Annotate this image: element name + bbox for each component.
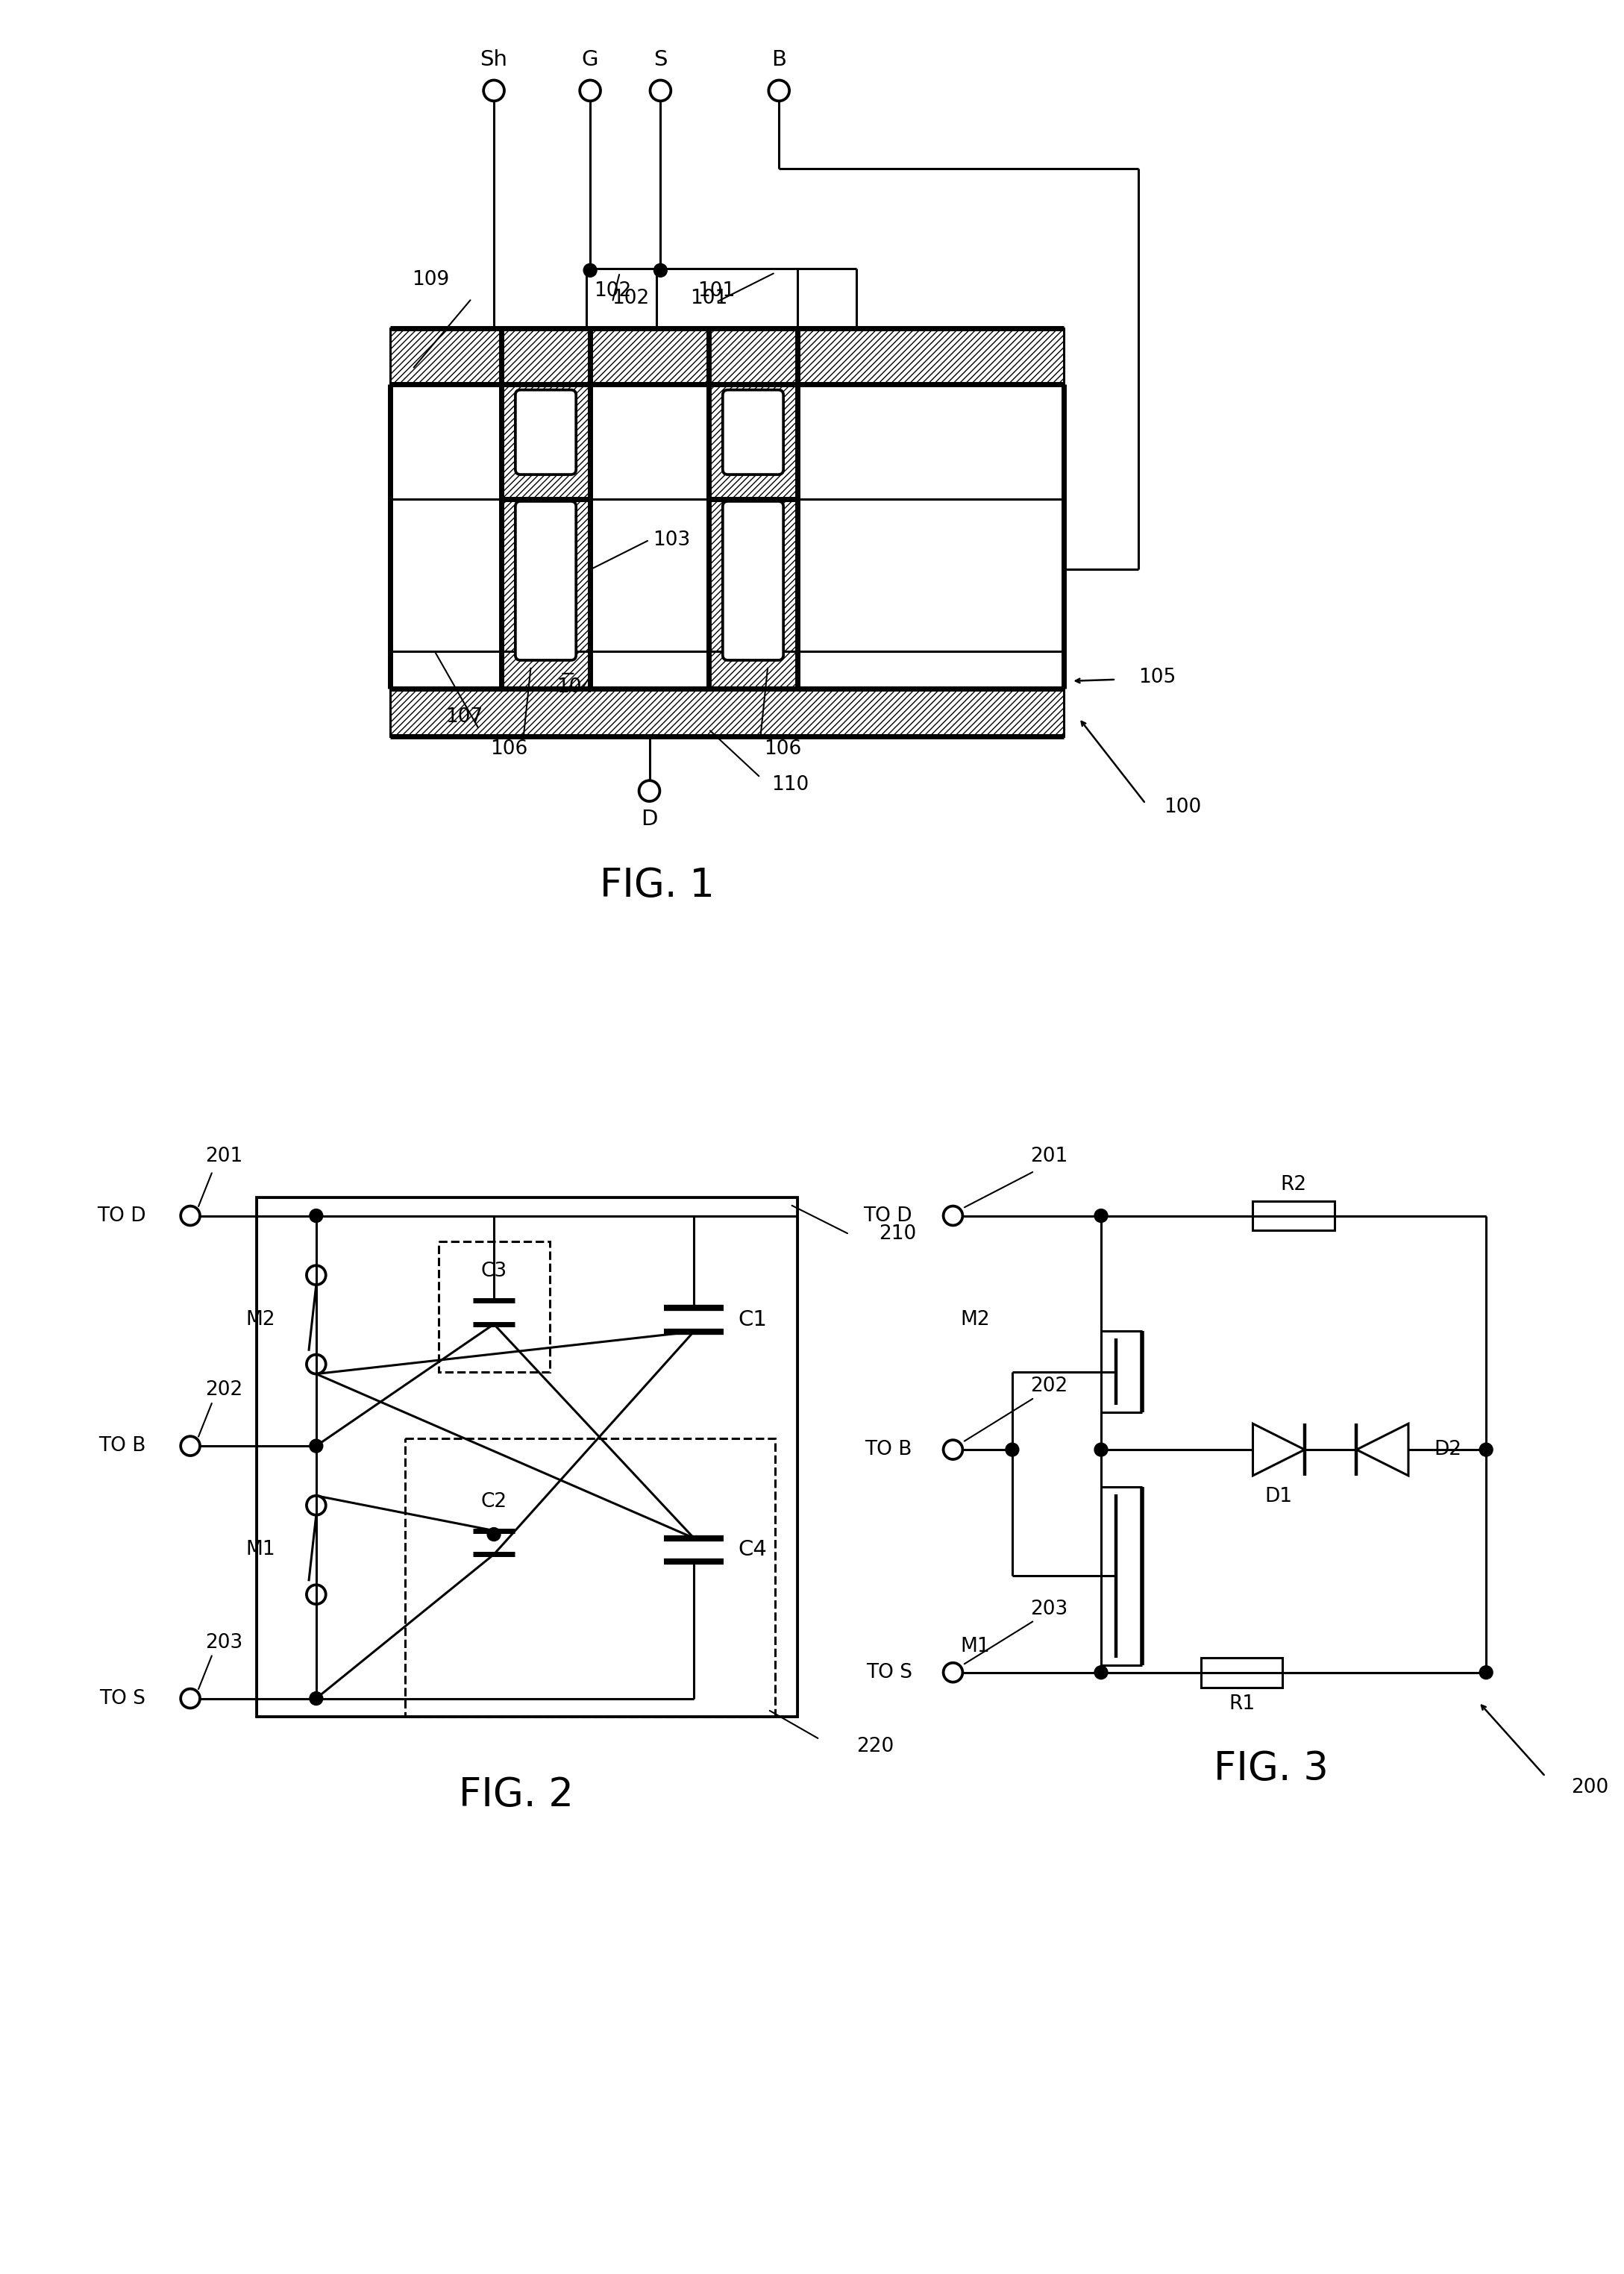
Text: D2: D2 [1434, 1439, 1462, 1460]
Text: R1: R1 [1229, 1694, 1255, 1712]
Text: 101: 101 [690, 289, 728, 309]
Text: TO S: TO S [99, 1690, 146, 1708]
Circle shape [1095, 1667, 1108, 1678]
Bar [438, 1242, 549, 1371]
Bar [502, 327, 590, 689]
Text: 106: 106 [490, 739, 528, 760]
Text: 107: 107 [445, 707, 482, 725]
Text: S: S [653, 50, 667, 70]
Circle shape [310, 1210, 323, 1223]
FancyBboxPatch shape [723, 389, 783, 475]
Text: C1: C1 [739, 1310, 767, 1330]
Bar [257, 1196, 797, 1717]
Text: TO D: TO D [97, 1205, 146, 1226]
Polygon shape [1356, 1424, 1408, 1476]
Bar [390, 689, 1064, 737]
Text: FIG. 2: FIG. 2 [458, 1776, 573, 1815]
FancyBboxPatch shape [515, 389, 577, 475]
Text: 102: 102 [612, 289, 650, 309]
Text: M2: M2 [245, 1310, 276, 1330]
Text: 203: 203 [1031, 1599, 1069, 1619]
Text: TO B: TO B [866, 1439, 913, 1460]
Circle shape [1479, 1667, 1492, 1678]
Text: 109: 109 [412, 271, 450, 289]
Circle shape [310, 1692, 323, 1706]
Bar [257, 1196, 797, 1717]
Polygon shape [1252, 1424, 1304, 1476]
Text: TO D: TO D [864, 1205, 913, 1226]
FancyBboxPatch shape [723, 500, 783, 659]
Text: 110: 110 [771, 775, 809, 794]
Text: 102: 102 [594, 282, 632, 300]
Text: C3: C3 [481, 1262, 507, 1280]
Circle shape [583, 264, 596, 277]
Circle shape [487, 1528, 500, 1542]
Circle shape [1479, 1444, 1492, 1455]
Text: G: G [581, 50, 599, 70]
Text: C2: C2 [481, 1492, 507, 1512]
Bar [708, 327, 797, 689]
Text: 201: 201 [1031, 1146, 1069, 1167]
Text: TO S: TO S [866, 1662, 913, 1683]
Bar [586, 268, 797, 327]
Bar [404, 1439, 775, 1717]
Circle shape [1095, 1210, 1108, 1223]
Text: M1: M1 [960, 1637, 991, 1655]
Text: 202: 202 [1031, 1376, 1069, 1396]
Text: C4: C4 [739, 1539, 767, 1560]
Text: Sh: Sh [481, 50, 508, 70]
Text: 103: 103 [653, 530, 690, 550]
Text: TO B: TO B [99, 1437, 146, 1455]
Text: 200: 200 [1572, 1778, 1609, 1796]
Bar [390, 327, 1064, 384]
Text: D1: D1 [1265, 1487, 1293, 1505]
Text: FIG. 3: FIG. 3 [1215, 1749, 1328, 1787]
Text: 105: 105 [1138, 669, 1176, 687]
Circle shape [1005, 1444, 1018, 1455]
Text: FIG. 1: FIG. 1 [599, 866, 715, 905]
Text: B: B [771, 50, 786, 70]
Text: 210: 210 [879, 1226, 916, 1244]
Circle shape [654, 264, 667, 277]
Text: 100: 100 [1164, 798, 1202, 816]
Circle shape [1095, 1444, 1108, 1455]
Text: R2: R2 [1280, 1176, 1307, 1194]
Text: 201: 201 [205, 1146, 242, 1167]
FancyBboxPatch shape [515, 500, 577, 659]
Bar [1202, 1658, 1283, 1687]
Text: 202: 202 [205, 1380, 242, 1401]
Text: 220: 220 [857, 1737, 895, 1756]
Text: 101: 101 [697, 282, 734, 300]
Bar [1252, 1201, 1335, 1230]
Text: 104: 104 [557, 678, 594, 696]
Text: 106: 106 [763, 739, 801, 760]
Circle shape [310, 1439, 323, 1453]
Text: 203: 203 [205, 1633, 242, 1653]
Text: D: D [641, 810, 658, 830]
Text: M1: M1 [245, 1539, 276, 1560]
Text: M2: M2 [960, 1310, 991, 1330]
